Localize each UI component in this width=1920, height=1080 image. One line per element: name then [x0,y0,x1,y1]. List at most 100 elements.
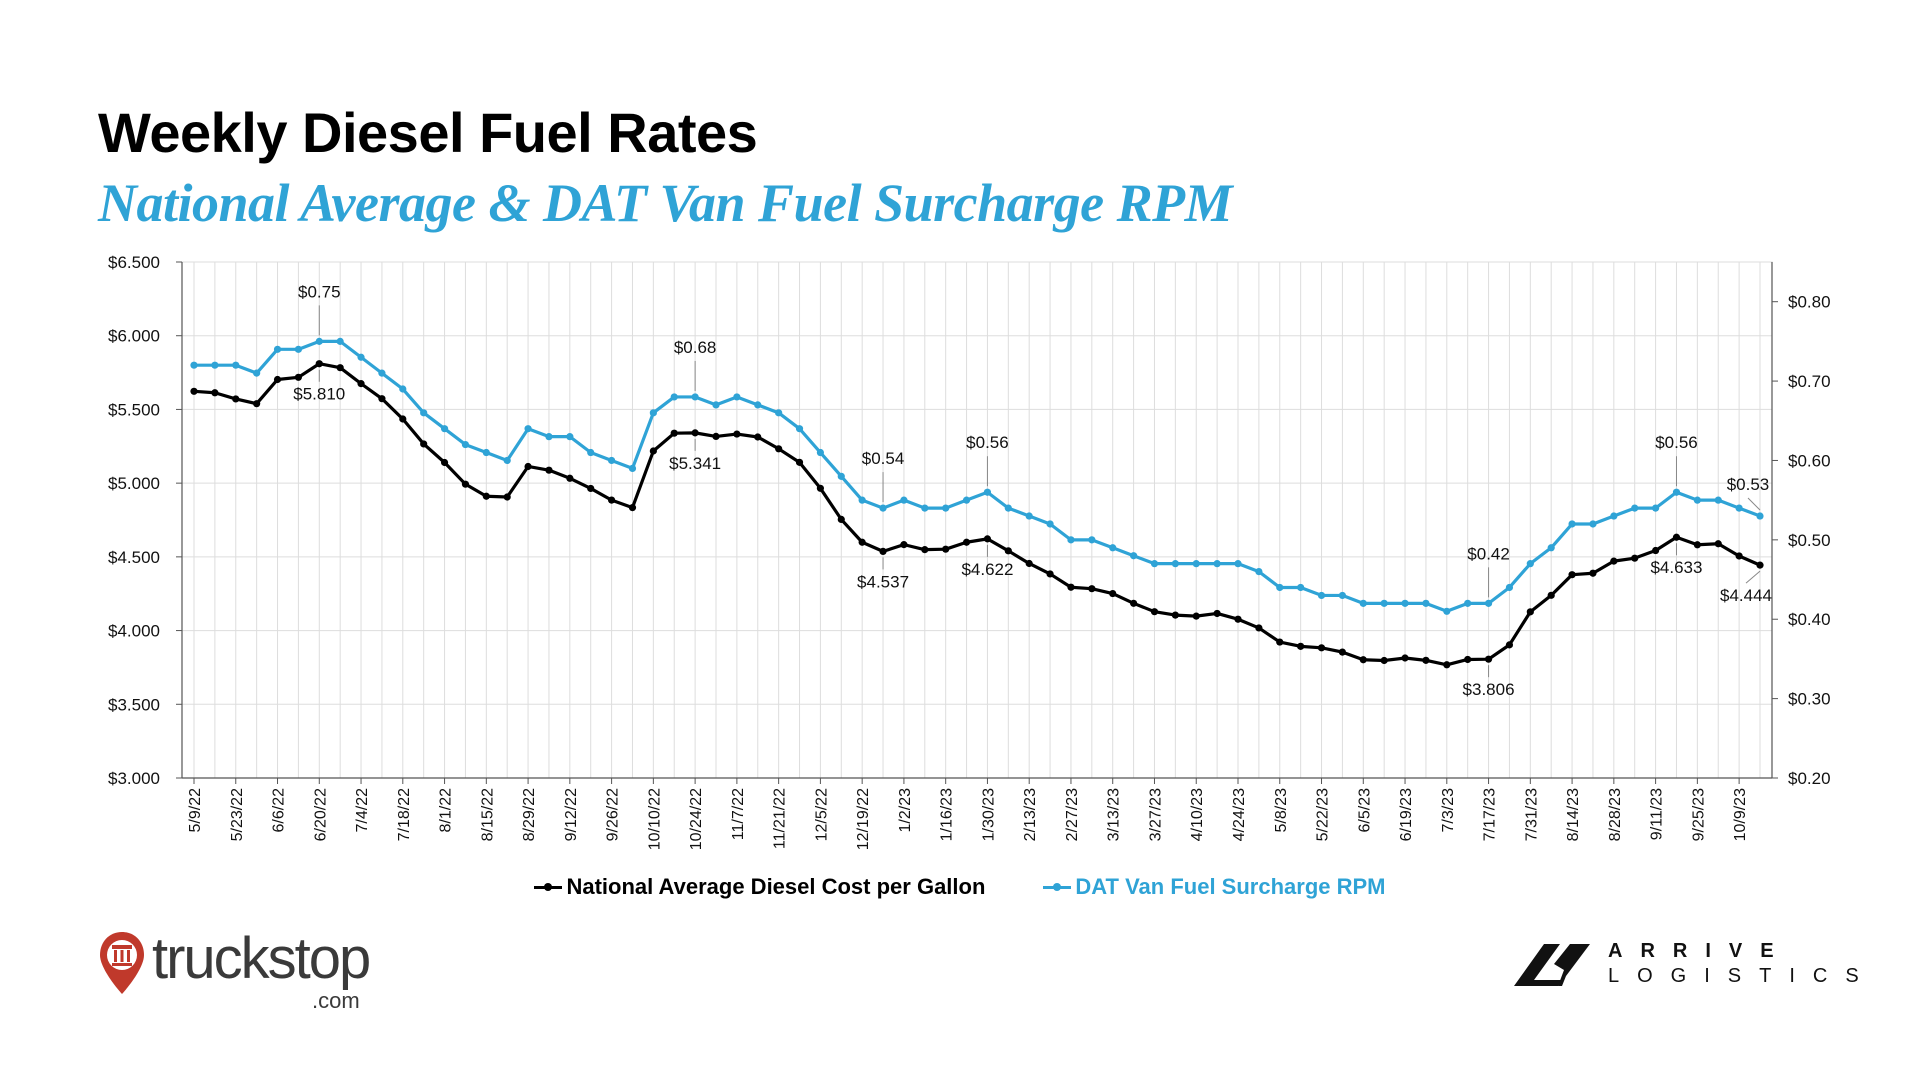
surcharge-data-point [294,345,302,353]
diesel-data-point [1171,611,1179,619]
surcharge-data-point [1130,552,1138,560]
diesel-data-point [1526,608,1534,616]
legend-item-diesel: National Average Diesel Cost per Gallon [534,874,985,900]
surcharge-data-point [1589,520,1597,528]
diesel-data-point [440,458,449,467]
surcharge-data-point [1234,560,1242,568]
surcharge-data-point [1672,488,1681,496]
diesel-data-point [1255,624,1263,632]
surcharge-data-point [628,464,637,472]
x-tick-label: 12/19/22 [855,788,872,850]
surcharge-data-point [1150,560,1159,568]
data-label: $0.68 [674,338,717,357]
diesel-data-point [1317,644,1326,652]
surcharge-data-point [1255,568,1263,576]
diesel-data-point [816,484,825,492]
axis-layer: $3.000 $3.500 $4.000 $4.500 $5.000 $5.500 $6.0… [108,253,1831,788]
diesel-data-point [1443,661,1451,669]
left-axis-tick-label: $3.500 [108,695,160,714]
surcharge-data-point [775,409,783,417]
x-tick-label: 9/25/23 [1690,788,1707,841]
diesel-data-point [921,546,929,554]
legend-label-surcharge: DAT Van Fuel Surcharge RPM [1075,874,1386,899]
x-tick-label: 11/21/22 [772,788,789,849]
diesel-data-point [1714,540,1722,548]
surcharge-data-point [253,369,261,377]
surcharge-data-point [983,488,992,496]
surcharge-data-point [461,440,470,449]
grid-layer [181,261,1773,779]
data-label: $5.810 [293,385,345,404]
series-layer [190,337,1764,669]
arrive-logistics-logo: ARRIVE LOGISTICS [1514,940,1877,988]
surcharge-data-point [1568,520,1576,528]
diesel-data-point [608,496,616,504]
data-label: $3.806 [1463,680,1515,699]
diesel-data-point [1484,655,1493,663]
data-label: $5.341 [669,454,721,473]
x-tick-label: 7/3/23 [1440,788,1457,833]
x-tick-label: 9/11/23 [1649,788,1666,840]
diesel-data-point [1610,557,1618,565]
data-label: $4.444 [1720,586,1772,605]
surcharge-data-point [1756,512,1764,520]
diesel-data-point [461,480,470,488]
diesel-data-point [1735,552,1743,560]
arrive-wordmark-line1: ARRIVE [1608,940,1792,962]
left-axis-tick-label: $4.500 [108,548,160,567]
surcharge-data-point [587,448,595,457]
diesel-data-point [315,360,323,368]
chart-title: Weekly Diesel Fuel Rates [98,101,758,164]
surcharge-data-point [1714,496,1722,504]
x-tick-label: 9/26/22 [605,788,622,841]
surcharge-series-line [194,339,1761,613]
surcharge-data-point [733,393,741,401]
diesel-data-point [253,400,261,408]
surcharge-data-point [420,409,428,417]
annotation-leader [1745,570,1761,584]
diesel-data-point [733,430,741,438]
surcharge-data-point [232,361,240,369]
surcharge-data-point [1422,599,1430,607]
diesel-data-point [1234,615,1242,623]
surcharge-data-point [1109,544,1117,552]
surcharge-data-point [1317,591,1326,600]
data-label: $0.56 [966,433,1009,452]
diesel-data-point [691,429,699,437]
surcharge-data-point [1297,583,1305,592]
diesel-data-point [1150,608,1159,616]
right-axis-tick-label: $0.50 [1788,531,1831,550]
surcharge-data-point [1401,599,1409,607]
x-tick-label: 2/27/23 [1064,788,1081,841]
left-axis-tick-label: $5.500 [108,400,160,419]
truckstop-logo: truckstop .com [98,930,371,1013]
diesel-data-point [482,492,490,500]
diesel-data-point [1672,533,1681,541]
diesel-data-point [211,389,219,397]
x-tick-label-layer: 5/9/22 5/23/22 6/6/22 6/20/22 7/4/22 7/18/22 8… [187,788,1749,850]
x-tick-label: 5/9/22 [187,788,204,833]
surcharge-data-point [1046,520,1054,528]
x-tick-label: 10/24/22 [688,788,705,850]
diesel-data-point [1547,591,1555,599]
x-tick-label: 8/29/22 [521,788,538,841]
data-label: $0.56 [1655,433,1698,452]
surcharge-data-point [1067,536,1075,544]
diesel-data-point [1652,546,1660,555]
diesel-data-point [1004,547,1012,555]
surcharge-data-point [962,496,971,504]
diesel-data-point [712,432,720,441]
surcharge-data-point [336,337,344,345]
x-tick-label: 8/1/22 [438,788,455,833]
diesel-data-point [1276,638,1284,646]
surcharge-data-point [691,393,699,401]
x-tick-label: 1/30/23 [980,788,997,841]
right-axis-tick-label: $0.40 [1788,610,1831,629]
diesel-data-point [1109,589,1117,598]
surcharge-data-point [1547,544,1555,552]
data-label: $0.54 [862,449,905,468]
diesel-data-point [1067,583,1075,591]
diesel-data-point [1422,656,1430,664]
diesel-data-point [587,484,595,493]
surcharge-data-point [837,472,845,480]
